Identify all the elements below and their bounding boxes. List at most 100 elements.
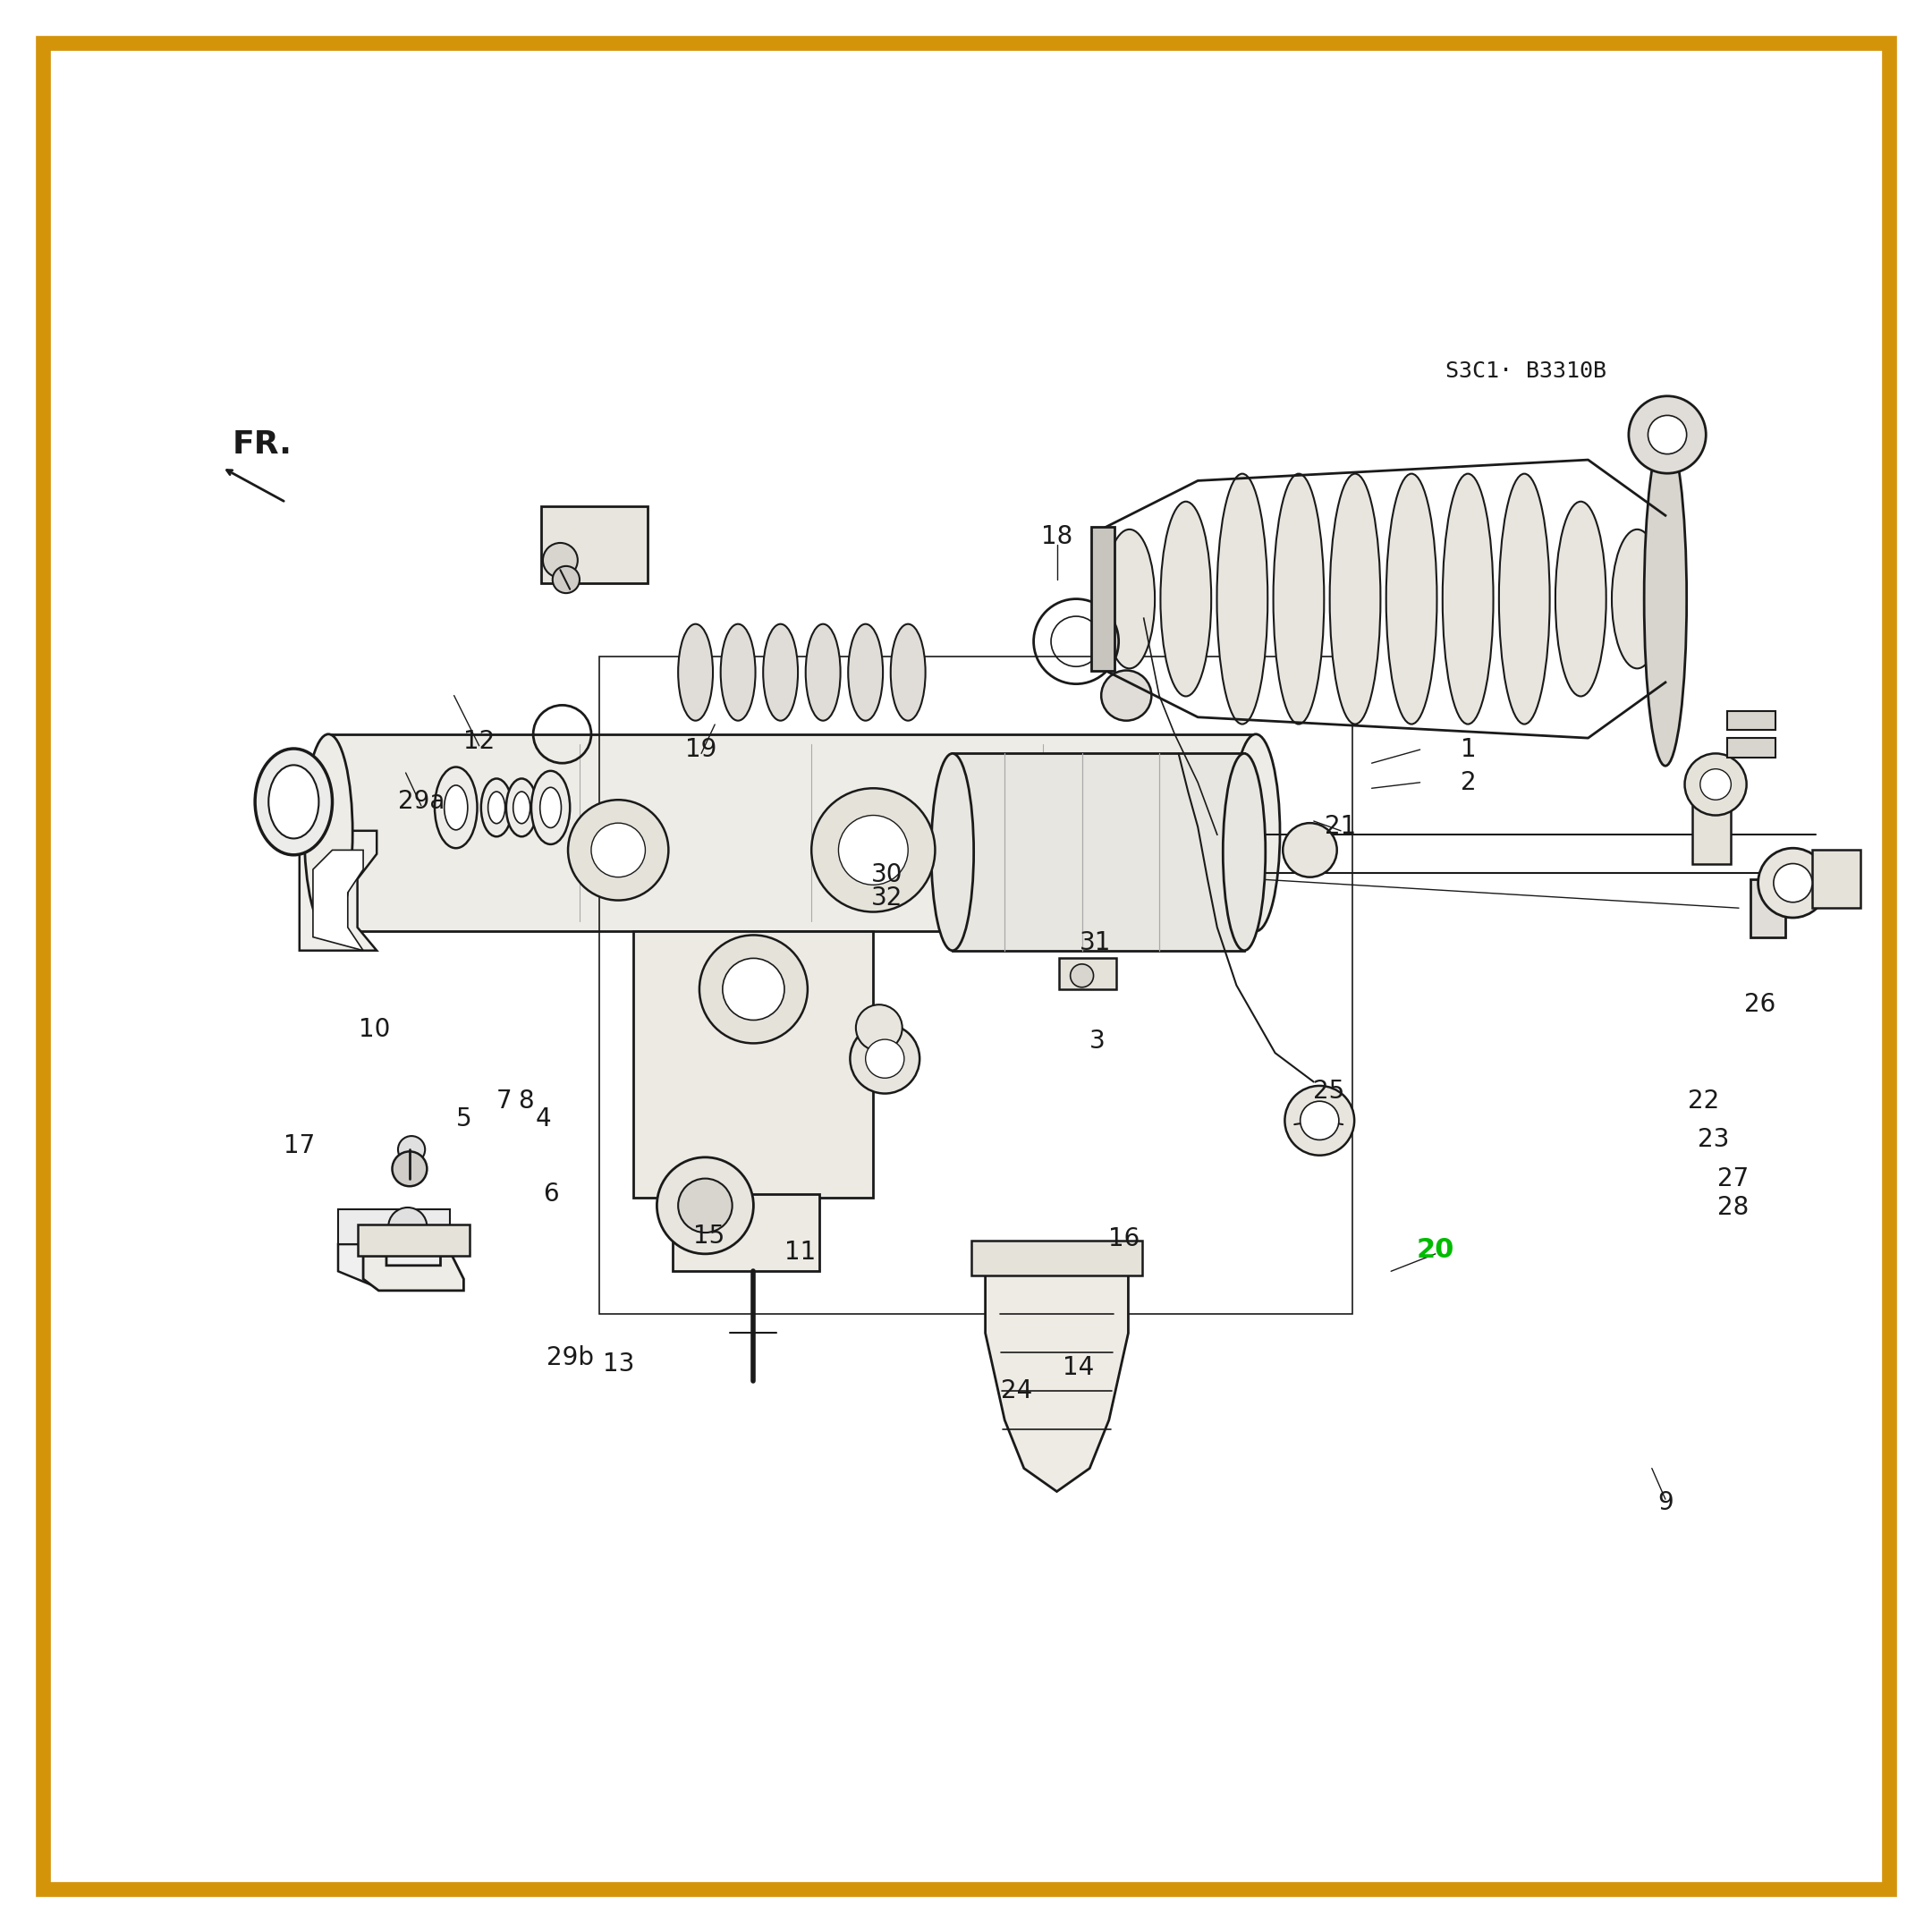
Text: 4: 4 — [535, 1107, 551, 1130]
Ellipse shape — [489, 792, 504, 823]
Bar — [1727, 711, 1776, 730]
Text: 13: 13 — [603, 1352, 634, 1376]
Circle shape — [657, 1157, 753, 1254]
Ellipse shape — [1273, 473, 1323, 724]
Bar — [1750, 879, 1785, 937]
Ellipse shape — [763, 624, 798, 721]
Ellipse shape — [1644, 433, 1687, 765]
Ellipse shape — [1499, 473, 1549, 724]
Text: 25: 25 — [1314, 1080, 1345, 1103]
Bar — [1727, 738, 1776, 757]
Ellipse shape — [806, 624, 840, 721]
Bar — [599, 657, 1352, 1314]
Ellipse shape — [678, 624, 713, 721]
Bar — [972, 1240, 1142, 1275]
Ellipse shape — [435, 767, 477, 848]
Ellipse shape — [1233, 734, 1279, 931]
Circle shape — [568, 800, 668, 900]
Circle shape — [543, 543, 578, 578]
Ellipse shape — [506, 779, 537, 837]
Text: 7: 7 — [497, 1090, 512, 1113]
Text: 22: 22 — [1689, 1090, 1719, 1113]
Ellipse shape — [481, 779, 512, 837]
Text: FR.: FR. — [232, 429, 292, 460]
Ellipse shape — [1611, 529, 1663, 668]
Text: 28: 28 — [1718, 1196, 1748, 1219]
Ellipse shape — [1103, 529, 1155, 668]
Ellipse shape — [891, 624, 925, 721]
Circle shape — [1283, 823, 1337, 877]
Circle shape — [1285, 1086, 1354, 1155]
Circle shape — [1774, 864, 1812, 902]
Ellipse shape — [514, 792, 529, 823]
Circle shape — [1300, 1101, 1339, 1140]
Text: 16: 16 — [1109, 1227, 1140, 1250]
Ellipse shape — [305, 734, 354, 931]
Ellipse shape — [1329, 473, 1381, 724]
Circle shape — [723, 958, 784, 1020]
Ellipse shape — [531, 771, 570, 844]
Ellipse shape — [1385, 473, 1437, 724]
Circle shape — [1629, 396, 1706, 473]
Circle shape — [392, 1151, 427, 1186]
Polygon shape — [985, 1275, 1128, 1492]
Text: 23: 23 — [1698, 1128, 1729, 1151]
Text: 15: 15 — [694, 1225, 724, 1248]
Ellipse shape — [1161, 502, 1211, 696]
Bar — [1059, 958, 1117, 989]
Text: 10: 10 — [359, 1018, 390, 1041]
Circle shape — [678, 1179, 732, 1233]
Text: 2: 2 — [1461, 771, 1476, 794]
Circle shape — [850, 1024, 920, 1094]
Ellipse shape — [931, 753, 974, 951]
Text: 8: 8 — [518, 1090, 533, 1113]
Text: 14: 14 — [1063, 1356, 1094, 1379]
Bar — [357, 1225, 469, 1256]
Polygon shape — [313, 850, 363, 951]
Text: 20: 20 — [1416, 1236, 1455, 1264]
Bar — [634, 931, 873, 1198]
Text: 18: 18 — [1041, 526, 1072, 549]
Text: 26: 26 — [1745, 993, 1776, 1016]
Text: 17: 17 — [284, 1134, 315, 1157]
Text: 6: 6 — [543, 1182, 558, 1206]
Ellipse shape — [269, 765, 319, 838]
Ellipse shape — [721, 624, 755, 721]
Ellipse shape — [444, 784, 468, 831]
Text: 30: 30 — [871, 864, 902, 887]
Polygon shape — [299, 831, 377, 951]
Text: 29b: 29b — [547, 1347, 593, 1370]
Circle shape — [1070, 964, 1094, 987]
Circle shape — [591, 823, 645, 877]
Text: S3C1· B3310B: S3C1· B3310B — [1445, 359, 1605, 383]
Circle shape — [1758, 848, 1828, 918]
Text: 5: 5 — [456, 1107, 471, 1130]
Circle shape — [866, 1039, 904, 1078]
Bar — [328, 734, 1256, 931]
Circle shape — [811, 788, 935, 912]
Ellipse shape — [1217, 473, 1267, 724]
Bar — [541, 506, 647, 583]
Text: 24: 24 — [1001, 1379, 1032, 1403]
Circle shape — [856, 1005, 902, 1051]
Text: 32: 32 — [871, 887, 902, 910]
Text: 3: 3 — [1090, 1030, 1105, 1053]
Circle shape — [388, 1208, 427, 1246]
Circle shape — [699, 935, 808, 1043]
Text: 19: 19 — [686, 738, 717, 761]
Circle shape — [838, 815, 908, 885]
Bar — [672, 1194, 819, 1271]
Ellipse shape — [1223, 753, 1265, 951]
Ellipse shape — [539, 788, 562, 827]
Ellipse shape — [1443, 473, 1493, 724]
Text: 11: 11 — [784, 1240, 815, 1264]
Text: 9: 9 — [1658, 1492, 1673, 1515]
Ellipse shape — [1555, 502, 1605, 696]
Text: 1: 1 — [1461, 738, 1476, 761]
Circle shape — [1101, 670, 1151, 721]
Text: 31: 31 — [1080, 931, 1111, 954]
Text: 12: 12 — [464, 730, 495, 753]
Text: 29a: 29a — [398, 790, 444, 813]
Ellipse shape — [848, 624, 883, 721]
Bar — [338, 1209, 450, 1244]
